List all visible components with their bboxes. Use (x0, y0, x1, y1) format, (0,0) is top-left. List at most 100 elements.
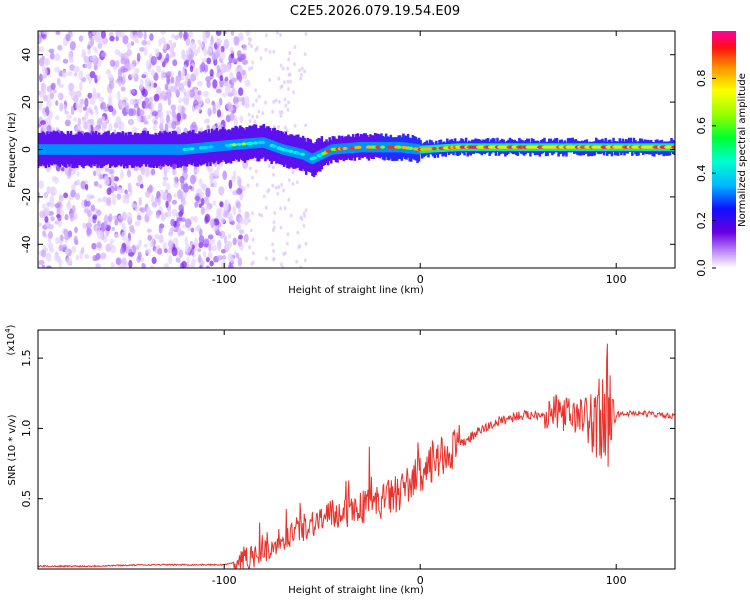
spectrogram-cell (131, 108, 137, 116)
spectrogram-cell (151, 202, 158, 208)
spectrogram-cell (190, 73, 197, 82)
spectrogram-cell (199, 42, 204, 49)
spectrogram-cell (217, 231, 222, 237)
spectrogram-cell (44, 247, 49, 253)
spectrogram-cell (272, 256, 276, 261)
spectrogram-cell (244, 79, 251, 87)
spectrogram-cell (197, 46, 201, 54)
spectrogram-cell (111, 196, 117, 206)
spectrogram-cell (150, 168, 156, 176)
spectrogram-cell (257, 94, 261, 99)
spectrogram-cell (241, 142, 247, 146)
spectrogram-cell (210, 35, 214, 45)
spectrogram-cell (274, 185, 278, 190)
spectrogram-cell (104, 119, 109, 125)
spectrogram-cell (38, 180, 45, 189)
spectrogram-cell (133, 104, 139, 109)
spectrogram-cell (239, 216, 245, 225)
spectrogram-cell (213, 218, 220, 226)
spectrogram-cell (201, 57, 208, 63)
spectrogram-cell (220, 45, 225, 53)
spectrogram-cell (190, 258, 196, 268)
spectrogram-cell (143, 144, 146, 155)
spectrogram-cell (380, 145, 386, 149)
spectrogram-cell (264, 137, 267, 149)
spectrogram-cell (248, 245, 251, 250)
spectrogram-cell (197, 90, 202, 96)
spectrogram-cell (132, 144, 135, 155)
spectrogram-cell (248, 66, 251, 71)
spectrogram-cell (84, 111, 89, 120)
spectrogram-cell (156, 65, 162, 73)
spectrogram-cell (300, 152, 306, 156)
spectrogram-cell (73, 212, 78, 221)
spectrogram-cell (137, 31, 143, 39)
spectrogram-cell (128, 119, 133, 125)
spectrogram-cell (295, 180, 299, 185)
spectrogram-cell (114, 59, 120, 68)
spectrogram-cell (283, 125, 287, 130)
spectrogram-cell (227, 82, 231, 90)
spectrogram-cell (89, 55, 95, 62)
spectrogram-cell (265, 138, 269, 149)
spectrogram-cell (121, 211, 127, 221)
spectrogram-cell (281, 66, 285, 71)
spectrogram-cell (189, 147, 195, 151)
spectrogram-cell (238, 35, 245, 42)
spectrogram-cell (110, 262, 115, 268)
spectrogram-cell (93, 65, 98, 71)
spectrogram-cell (280, 110, 284, 115)
spectrogram-cell (203, 46, 207, 57)
spectrogram-cell (68, 82, 75, 92)
spectrogram-cell (185, 37, 191, 46)
spectrogram-cell (146, 248, 152, 255)
spectrogram-ylabel: Frequency (Hz) (7, 112, 18, 188)
spectrogram-cell (49, 144, 52, 155)
spectrogram-cell (141, 74, 147, 79)
spectrogram-cell (260, 213, 264, 218)
spectrogram-cell (149, 144, 153, 155)
spectrogram-cell (122, 67, 129, 73)
spectrogram-cell (57, 44, 63, 51)
spectrogram-cell (219, 78, 224, 88)
spectrogram-cell (204, 99, 211, 104)
spectrogram-cell (64, 249, 69, 255)
spectrogram-cell (43, 94, 48, 102)
spectrogram-cell (297, 68, 301, 73)
spectrogram-cell (281, 265, 285, 268)
spectrogram-cell (145, 190, 151, 198)
spectrogram-cell (38, 191, 41, 197)
spectrogram-cell (196, 143, 200, 154)
spectrogram-cell (86, 193, 92, 202)
spectrogram-cell (203, 36, 208, 44)
spectrogram-cell (287, 178, 291, 183)
spectrogram-cell (44, 206, 50, 217)
spectrogram-cell (356, 145, 362, 149)
spectrogram-cell (218, 140, 222, 152)
spectrogram-marks (38, 31, 675, 268)
spectrogram-xtick-label: 100 (606, 273, 627, 286)
spectrogram-cell (239, 229, 245, 235)
spectrogram-cell (68, 144, 71, 155)
spectrogram-cell (38, 102, 43, 111)
spectrogram-cell (50, 186, 57, 196)
spectrogram-cell (280, 262, 283, 267)
spectrogram-cell (208, 239, 216, 245)
spectrogram-cell (95, 263, 101, 268)
spectrogram-cell (162, 144, 165, 155)
spectrogram-cell (77, 144, 81, 155)
snr-ytick-label: 1.0 (20, 420, 33, 438)
spectrogram-cell (236, 142, 242, 146)
spectrogram-cell (254, 169, 258, 174)
spectrogram-cell (113, 144, 117, 155)
spectrogram-cell (211, 244, 217, 252)
spectrogram-cell (311, 156, 317, 160)
spectrogram-cell (212, 101, 216, 110)
spectrogram-cell (215, 141, 219, 152)
spectrogram-cell (94, 144, 98, 155)
spectrogram-cell (271, 144, 277, 148)
spectrogram-cell (299, 72, 303, 77)
spectrogram-cell (408, 146, 414, 150)
spectrogram-cell (219, 75, 224, 82)
